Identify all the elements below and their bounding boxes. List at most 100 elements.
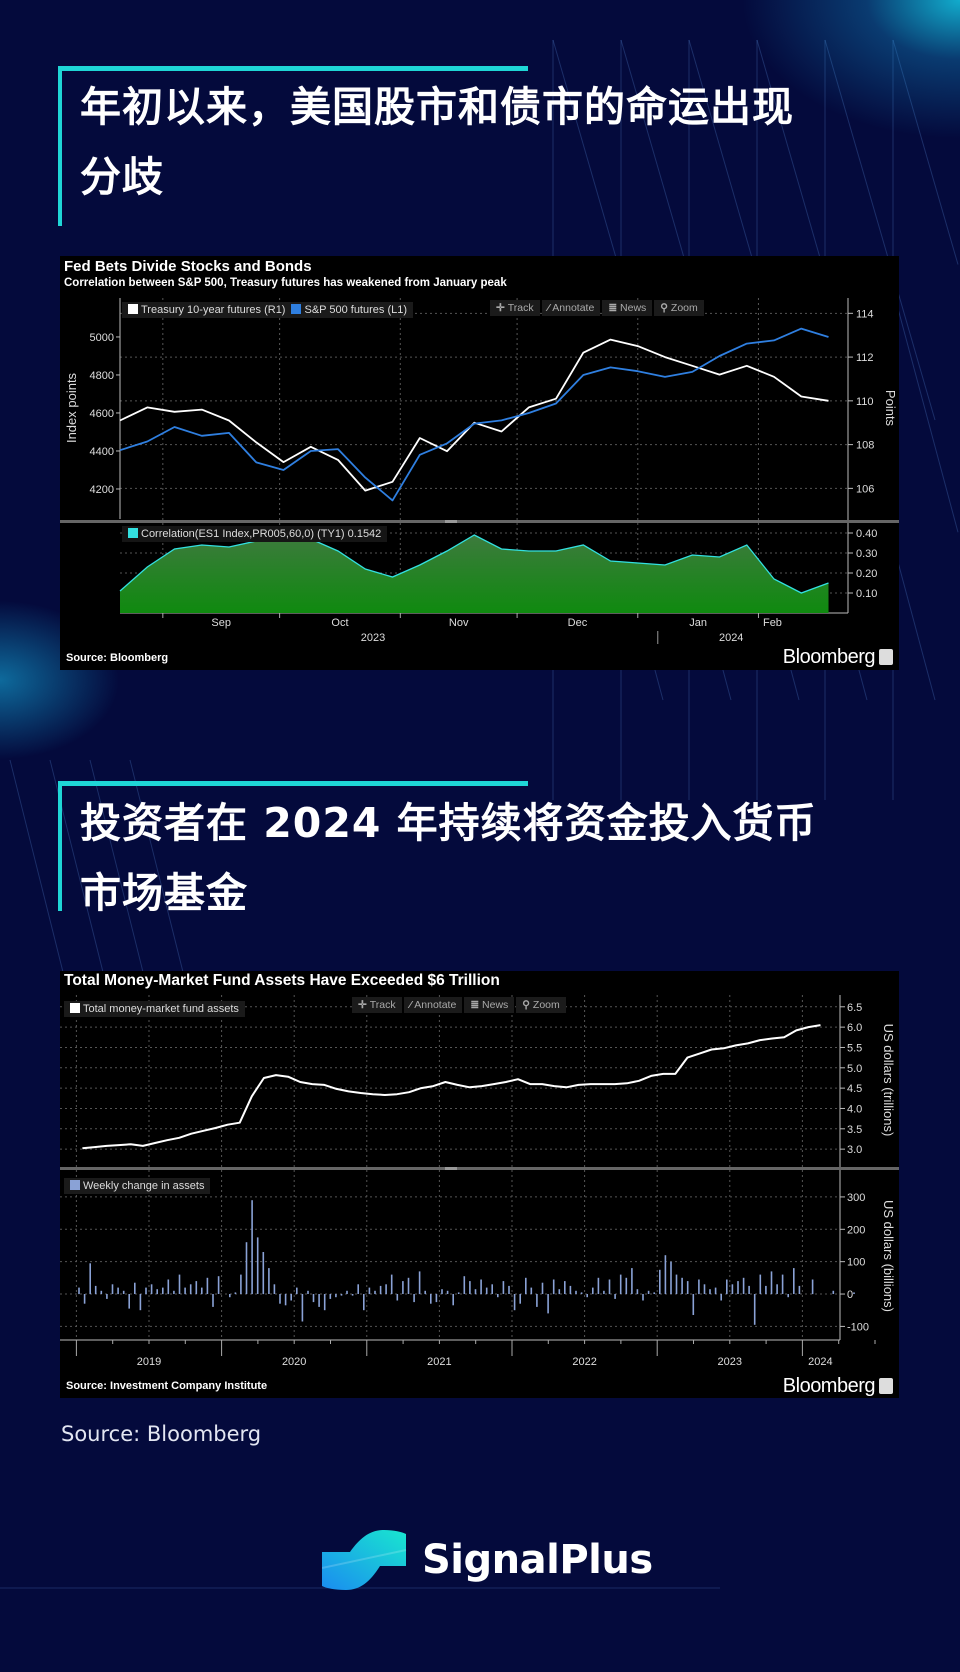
pencil-icon: ⁄ <box>547 302 553 314</box>
weekly-change-bar <box>156 1289 158 1295</box>
weekly-change-bar <box>608 1279 611 1295</box>
weekly-change-bar <box>569 1285 572 1294</box>
weekly-change-bar <box>184 1287 186 1295</box>
zoom-button[interactable]: ⚲ Zoom <box>654 300 704 316</box>
legend-label: Total money-market fund assets <box>83 1003 239 1015</box>
weekly-change-bar <box>720 1294 722 1301</box>
weekly-change-bar <box>139 1294 142 1311</box>
weekly-change-bar <box>407 1277 410 1294</box>
weekly-change-bar <box>647 1290 650 1294</box>
chart-title: Total Money-Market Fund Assets Have Exce… <box>64 972 500 989</box>
decor-line <box>892 289 959 533</box>
weekly-change-bar <box>435 1294 438 1303</box>
weekly-change-bar <box>441 1289 443 1295</box>
x-tick-label: Sep <box>211 617 231 629</box>
weekly-change-bar <box>742 1277 745 1294</box>
section-title: 年初以来，美国股市和债市的命运出现 分歧 <box>80 72 940 212</box>
y-tick-label-left: 4600 <box>90 408 114 420</box>
y-tick-label: 100 <box>847 1257 865 1269</box>
annotate-button[interactable]: ⁄ Annotate <box>541 300 601 316</box>
weekly-change-bar <box>390 1274 393 1294</box>
weekly-change-bar <box>329 1294 332 1299</box>
weekly-change-bar <box>491 1284 493 1294</box>
y-tick-label-left: 4400 <box>90 446 114 458</box>
weekly-change-bar <box>698 1279 700 1295</box>
y-tick-label: 6.5 <box>847 1002 862 1014</box>
news-button[interactable]: ≣ News <box>602 300 653 316</box>
weekly-change-bar <box>485 1287 488 1295</box>
y-tick-label: 0 <box>847 1289 853 1301</box>
weekly-change-bar <box>469 1281 471 1294</box>
y-axis-label-upper: US dollars (trillions) <box>881 1024 896 1137</box>
legend-swatch <box>128 304 138 314</box>
legend-label: Treasury 10-year futures (R1) <box>141 304 286 316</box>
pane-resize-handle <box>445 520 457 523</box>
chart-legend: Correlation(ES1 Index,PR005,60,0) (TY1) … <box>122 526 388 542</box>
weekly-change-bar <box>413 1294 415 1303</box>
section-accent-bar <box>58 781 528 786</box>
x-tick-label: Dec <box>568 617 588 629</box>
weekly-change-bar <box>251 1200 253 1295</box>
weekly-change-bar <box>659 1269 661 1295</box>
bloomberg-chart-icon <box>879 1378 893 1394</box>
news-button[interactable]: ≣ News <box>464 997 515 1013</box>
x-year-label: 2021 <box>427 1356 451 1368</box>
weekly-change-bar <box>625 1277 628 1294</box>
weekly-change-bar <box>798 1285 801 1294</box>
weekly-change-bar <box>134 1282 136 1294</box>
weekly-change-bar <box>396 1294 399 1301</box>
weekly-change-bar <box>446 1290 449 1294</box>
weekly-change-bar <box>631 1268 633 1294</box>
weekly-change-bar <box>268 1268 270 1294</box>
weekly-change-bar <box>513 1294 516 1311</box>
weekly-change-bar <box>793 1268 795 1294</box>
y-axis-label-left: Index points <box>64 372 79 443</box>
weekly-change-bar <box>273 1284 276 1294</box>
decor-line <box>89 759 151 1001</box>
track-button[interactable]: ✛ Track <box>352 997 402 1013</box>
weekly-change-bar <box>811 1279 814 1295</box>
signalplus-icon <box>322 1530 407 1590</box>
zoom-button[interactable]: ⚲ Zoom <box>516 997 566 1013</box>
weekly-change-bar <box>162 1287 164 1295</box>
chart-toolbar: ✛ Track ⁄ Annotate ≣ News ⚲ Zoom <box>352 997 566 1013</box>
weekly-change-bar <box>351 1294 354 1296</box>
weekly-change-bar <box>832 1290 835 1294</box>
weekly-change-bar <box>368 1287 371 1295</box>
weekly-change-bar <box>692 1294 695 1315</box>
weekly-change-bar <box>284 1294 287 1306</box>
legend-item: Treasury 10-year futures (R1) <box>128 304 285 316</box>
weekly-change-bar <box>564 1281 566 1294</box>
weekly-change-bar <box>787 1294 789 1298</box>
chart-legend: Weekly change in assets <box>64 1178 211 1194</box>
chart-canvas: 4200 4400 4600 4800 5000 106 108 110 112 114 0.10 0… <box>60 298 899 644</box>
weekly-change-bar <box>765 1285 767 1294</box>
weekly-change-bar <box>117 1287 119 1295</box>
weekly-change-bar <box>530 1287 533 1295</box>
bloomberg-logo: Bloomberg <box>783 646 893 668</box>
weekly-change-bar <box>402 1281 404 1294</box>
weekly-change-bar <box>508 1285 510 1294</box>
weekly-change-bar <box>575 1290 577 1294</box>
section-accent-bar <box>58 781 62 911</box>
weekly-change-bar <box>189 1284 192 1294</box>
weekly-change-bar <box>642 1294 644 1301</box>
weekly-change-bar <box>709 1289 711 1295</box>
weekly-change-bar <box>497 1294 499 1298</box>
legend-label: Weekly change in assets <box>83 1180 205 1192</box>
y-tick-label-right: 0.40 <box>856 528 877 540</box>
weekly-change-bar <box>653 1292 655 1294</box>
weekly-change-bar <box>753 1294 756 1325</box>
weekly-change-bar <box>525 1277 527 1294</box>
x-year-label: 2023 <box>361 632 385 644</box>
magnifier-icon: ⚲ <box>522 999 533 1011</box>
weekly-change-bar <box>541 1282 544 1294</box>
y-tick-label-right: 114 <box>856 308 874 320</box>
y-tick-label-right: 106 <box>856 483 874 495</box>
weekly-change-bar <box>83 1294 86 1304</box>
weekly-change-bar <box>519 1294 521 1304</box>
y-tick-label-right: 108 <box>856 440 874 452</box>
track-button[interactable]: ✛ Track <box>490 300 540 316</box>
annotate-button[interactable]: ⁄ Annotate <box>403 997 463 1013</box>
pane-resize-handle <box>445 1167 457 1170</box>
